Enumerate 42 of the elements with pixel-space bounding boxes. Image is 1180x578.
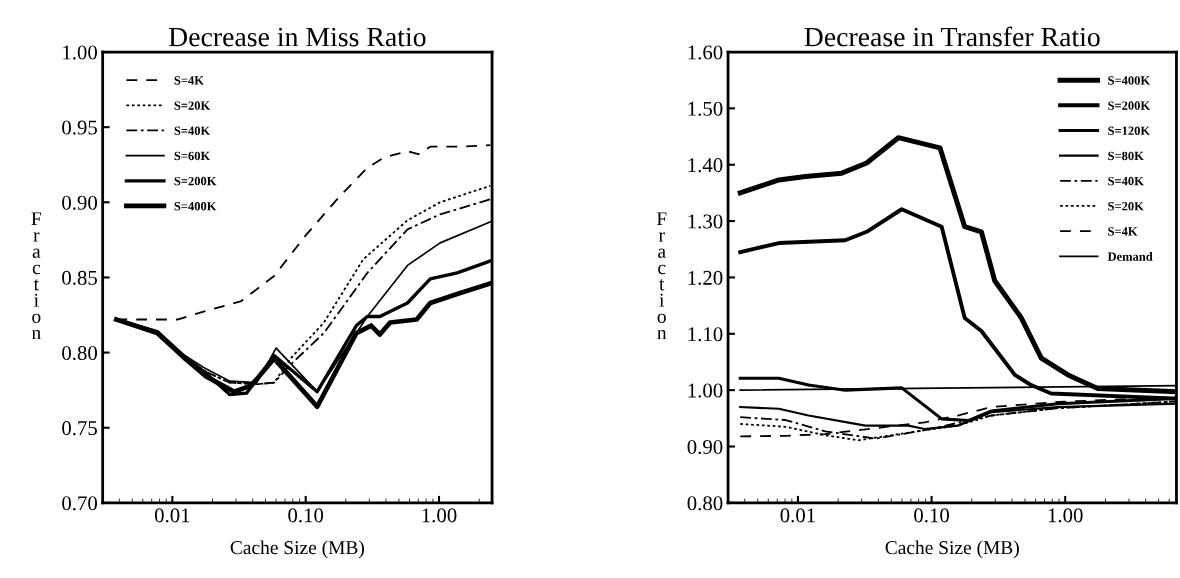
legend-label: S=400K [174, 202, 217, 211]
x-axis-title: Cache Size (MB) [885, 540, 1019, 559]
legend-label: S=40K [1108, 176, 1144, 186]
y-tick-label: 0.75 [62, 421, 97, 436]
y-tick-label: 0.90 [62, 195, 97, 210]
x-tick-label: 0.10 [914, 508, 950, 523]
y-axis-title: Fraction [656, 212, 667, 340]
legend-label: S=120K [1108, 126, 1151, 135]
y-tick-label: 0.95 [62, 120, 97, 135]
legend-label: S=80K [1108, 151, 1144, 161]
y-tick-label: 0.80 [687, 496, 723, 511]
legend-label: S=40K [174, 126, 211, 135]
x-tick-label: 0.01 [154, 508, 190, 523]
y-tick-label: 0.85 [62, 270, 97, 285]
y-tick-label: 1.00 [688, 383, 723, 398]
y-tick-label: 1.20 [688, 270, 723, 285]
y-axis-title: Fraction [31, 212, 42, 340]
y-tick-label: 1.10 [688, 327, 723, 342]
x-tick-label: 1.00 [1048, 508, 1083, 523]
y-tick-label: 0.70 [62, 496, 97, 511]
legend-label: S=60K [174, 151, 211, 161]
legend-label: S=400K [1108, 76, 1151, 85]
legend-label: S=4K [174, 76, 204, 85]
y-tick-label: 1.40 [688, 158, 723, 173]
legend-label: S=20K [174, 101, 211, 110]
chart-title: Decrease in Miss Ratio [168, 27, 426, 47]
legend-label: S=200K [1108, 101, 1151, 110]
legend-label: S=4K [1108, 227, 1138, 236]
y-tick-label: 0.90 [687, 439, 723, 455]
x-tick-label: 0.10 [288, 508, 324, 523]
chart-title: Decrease in Transfer Ratio [804, 26, 1100, 47]
y-tick-label: 1.00 [63, 45, 97, 60]
legend-label: Demand [1107, 251, 1153, 261]
legend-label: S=200K [174, 176, 217, 186]
y-tick-label: 1.30 [688, 214, 723, 229]
legend-label: S=20K [1108, 202, 1144, 211]
x-tick-label: 0.01 [780, 508, 815, 523]
y-tick-label: 1.50 [688, 101, 723, 116]
y-tick-label: 0.80 [62, 345, 97, 361]
x-tick-label: 1.00 [422, 508, 457, 523]
x-axis-title: Cache Size (MB) [230, 540, 364, 559]
y-tick-label: 1.60 [688, 45, 723, 60]
